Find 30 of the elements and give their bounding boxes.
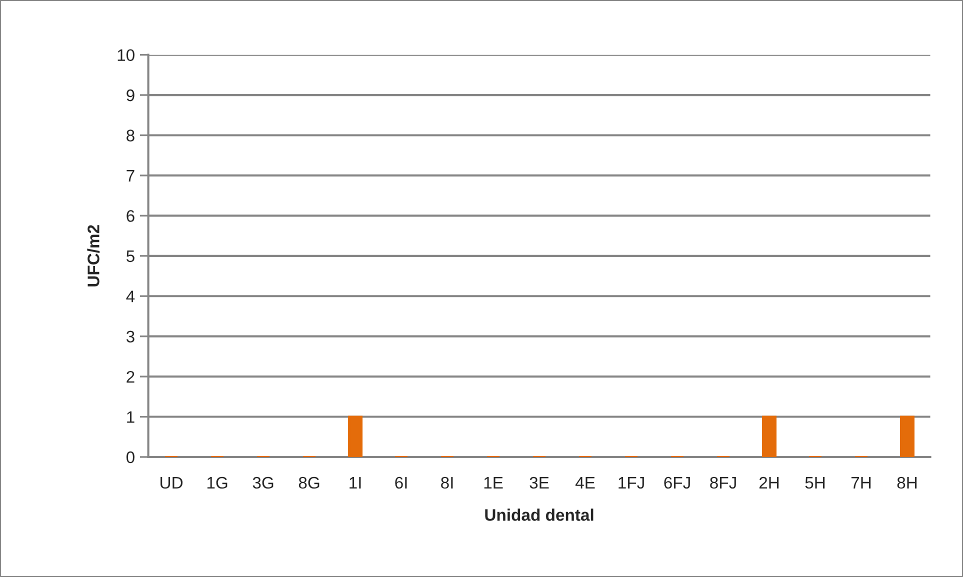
x-tick-label: 1I xyxy=(350,477,361,489)
y-axis-title: UFC/m2 xyxy=(87,225,100,286)
x-tick-label: 2H xyxy=(759,476,779,489)
x-tick-label: UD xyxy=(160,477,183,489)
x-tick-label: 4E xyxy=(575,477,595,489)
x-axis-title: Unidad dental xyxy=(485,508,594,521)
y-tick-label: 0 xyxy=(126,451,134,464)
x-tick-label: 5H xyxy=(805,477,825,489)
y-tick-label: 10 xyxy=(118,49,134,62)
x-tick-label: 6I xyxy=(395,476,407,489)
x-tick-label: 3G xyxy=(252,476,274,489)
x-tick-label: 8FJ xyxy=(710,476,736,489)
x-tick-label: 7H xyxy=(851,477,871,489)
y-tick-label: 5 xyxy=(126,250,134,262)
y-tick-label: 7 xyxy=(126,170,134,182)
x-tick-label: 1E xyxy=(484,477,503,489)
x-tick-label: 1G xyxy=(207,476,228,489)
y-tick-label: 4 xyxy=(126,290,135,302)
y-tick-label: 3 xyxy=(126,330,134,343)
x-tick-label: 8H xyxy=(897,476,917,489)
y-tick-label: 8 xyxy=(126,130,134,142)
x-tick-label: 8I xyxy=(441,476,453,489)
y-tick-label: 9 xyxy=(126,89,134,102)
y-tick-label: 6 xyxy=(126,210,134,222)
x-tick-label: 3E xyxy=(530,476,549,489)
x-tick-label: 8G xyxy=(298,476,320,489)
y-tick-label: 2 xyxy=(126,370,134,383)
y-tick-label: 1 xyxy=(127,411,134,423)
x-tick-label: 1FJ xyxy=(618,477,644,489)
x-tick-label: 6FJ xyxy=(664,476,690,489)
